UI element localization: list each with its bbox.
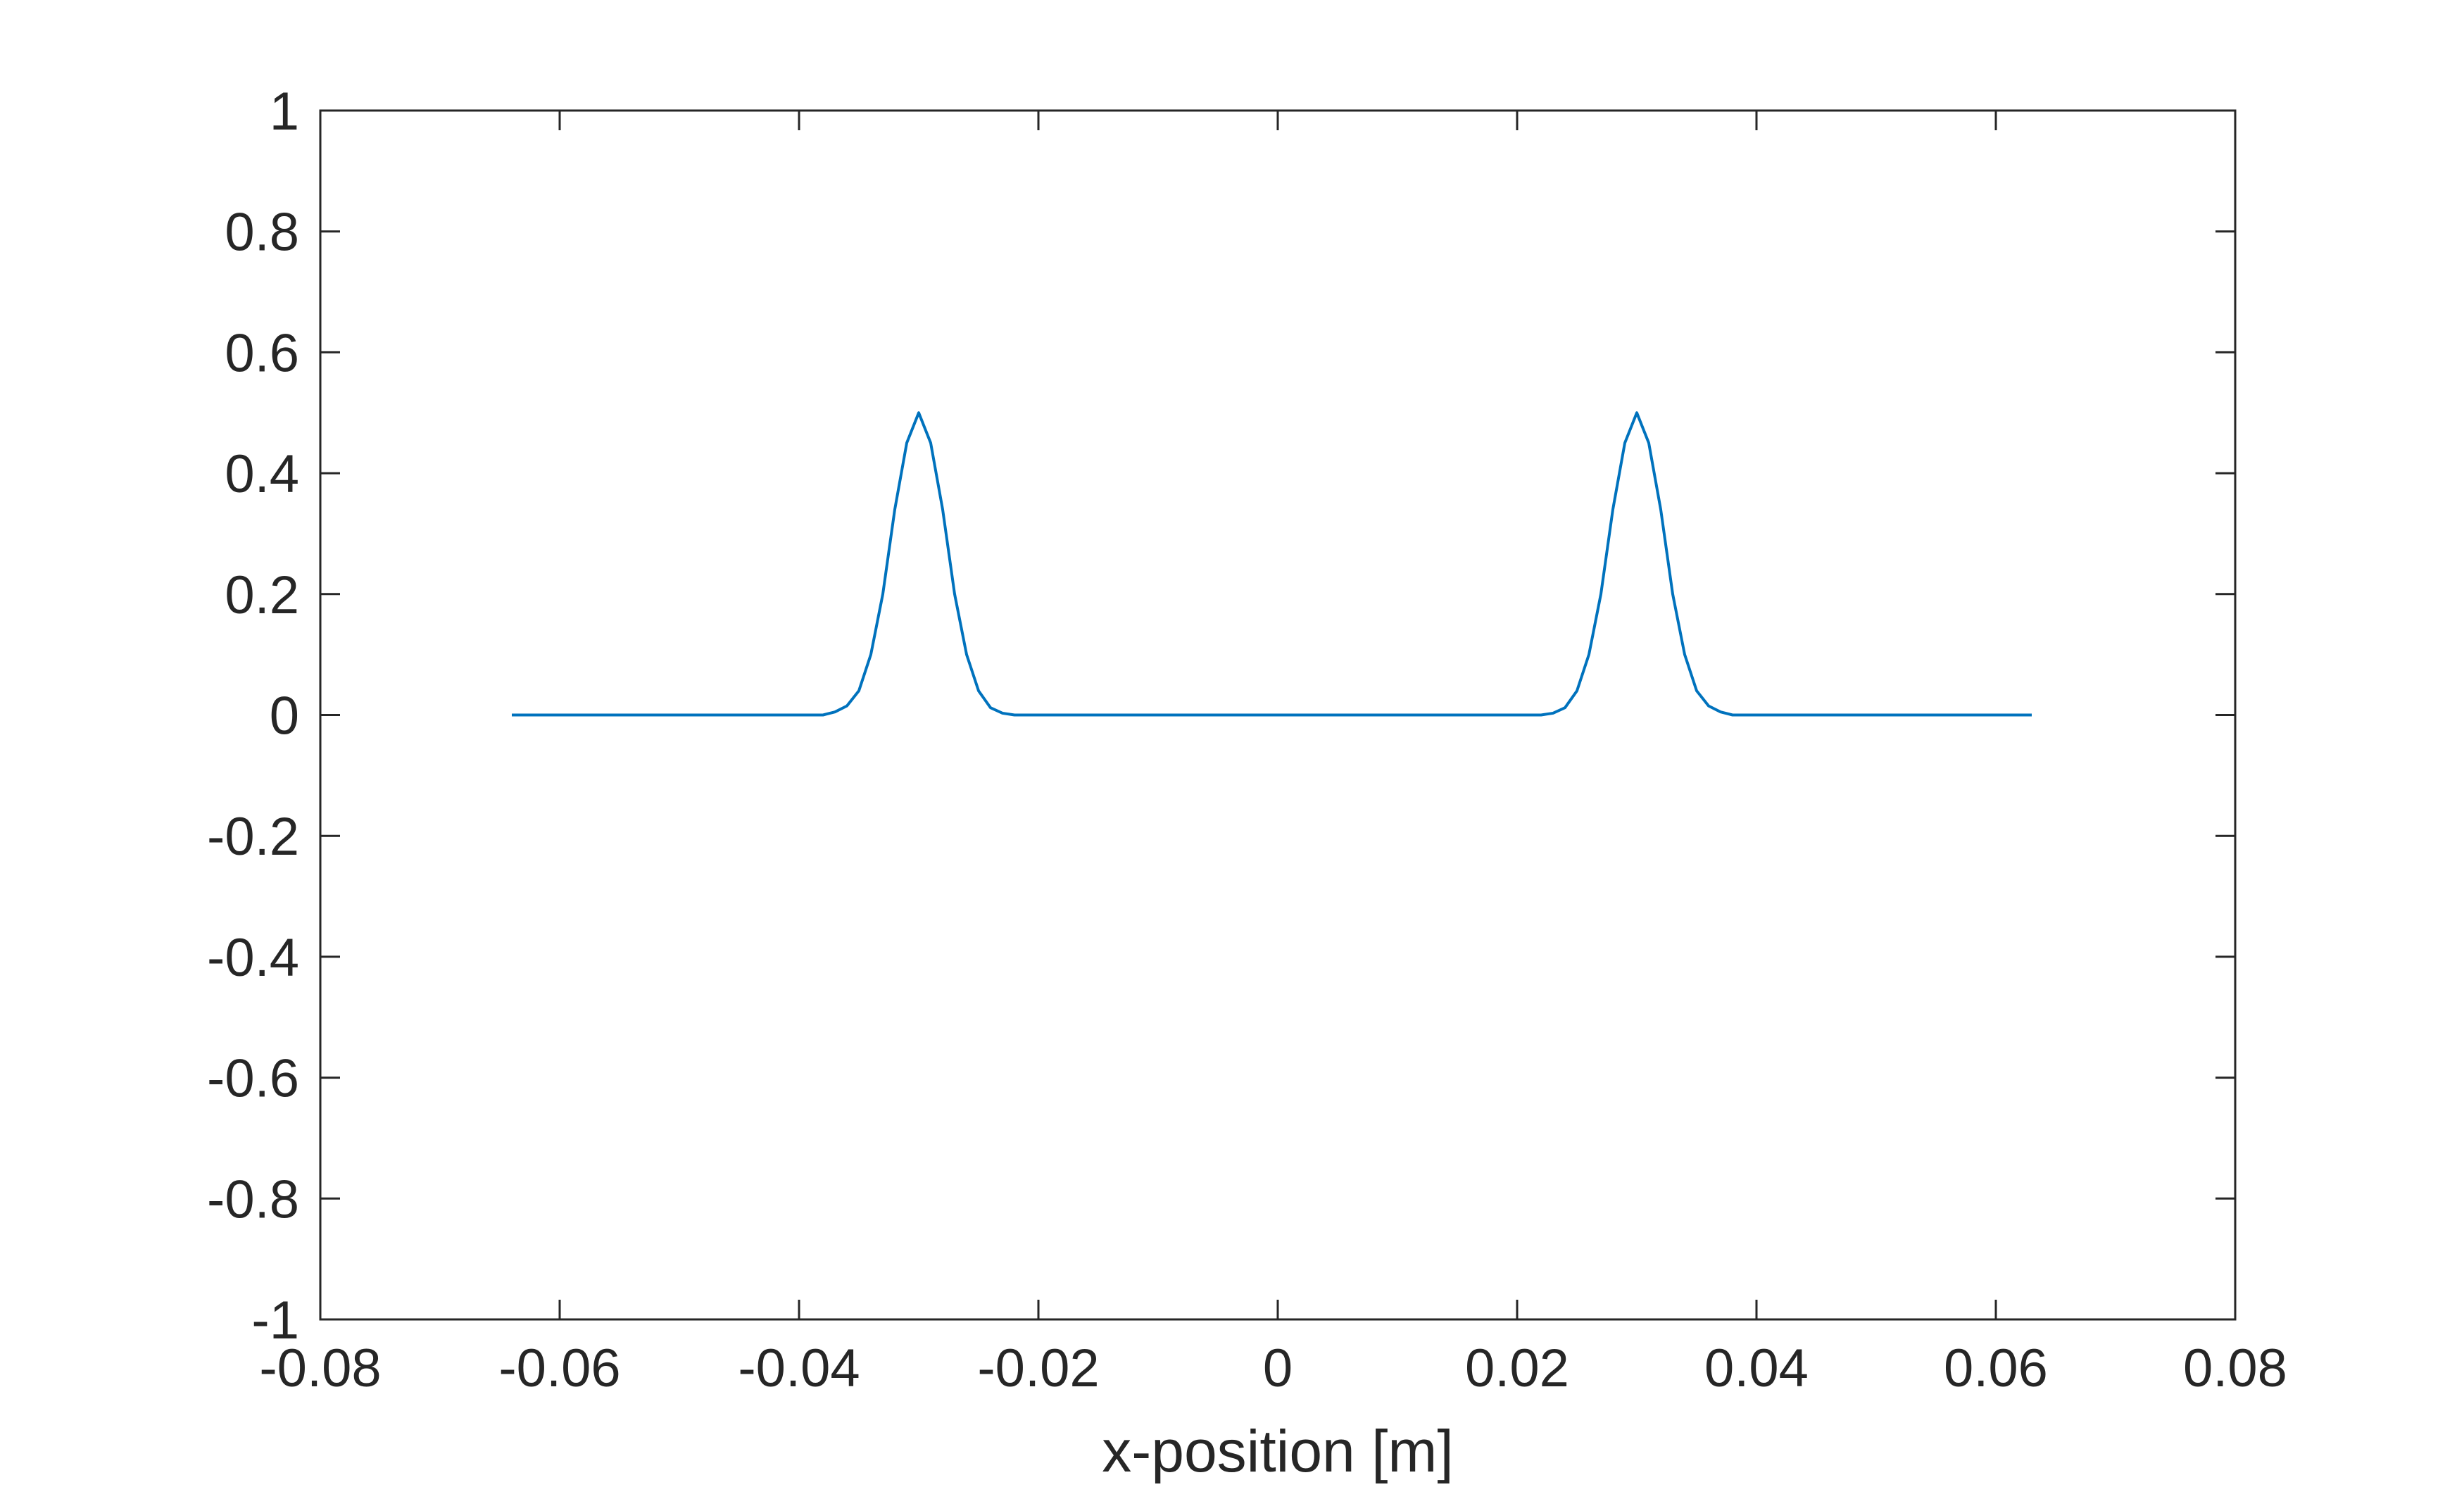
y-tick-label: -0.2 <box>207 807 299 867</box>
y-tick-label: 0 <box>270 686 299 746</box>
y-tick-label: -0.6 <box>207 1049 299 1109</box>
y-tick-label: 0.6 <box>225 323 299 383</box>
y-tick-label: -1 <box>251 1291 299 1350</box>
y-tick-label: -0.4 <box>207 928 299 988</box>
y-tick-label: 0.4 <box>225 444 299 504</box>
plot-area-frame <box>319 109 2237 1321</box>
x-tick-label: 0 <box>1263 1338 1293 1398</box>
x-tick-label: 0.02 <box>1465 1338 1569 1398</box>
x-tick-label: 0.08 <box>2183 1338 2287 1398</box>
x-tick-label: -0.06 <box>498 1338 620 1398</box>
x-tick-label: -0.04 <box>738 1338 860 1398</box>
y-tick-label: 0.2 <box>225 565 299 625</box>
y-tick-label: 1 <box>270 82 299 142</box>
labels-layer: -0.08 -0.06 -0.04 -0.02 0 0.02 0.04 0.06 0.08 -1 -… <box>207 82 2287 1398</box>
x-tick-label: 0.06 <box>1944 1338 2048 1398</box>
series-layer <box>512 411 2032 717</box>
x-tick-label: -0.02 <box>977 1338 1099 1398</box>
y-tick-label: -0.8 <box>207 1169 299 1229</box>
series-line-0 <box>512 411 2032 717</box>
x-tick-label: -0.08 <box>259 1338 381 1398</box>
x-tick-label: 0.04 <box>1704 1338 1809 1398</box>
x-axis-title: x-position [m] <box>1102 1418 1454 1483</box>
y-tick-label: 0.8 <box>225 203 299 263</box>
